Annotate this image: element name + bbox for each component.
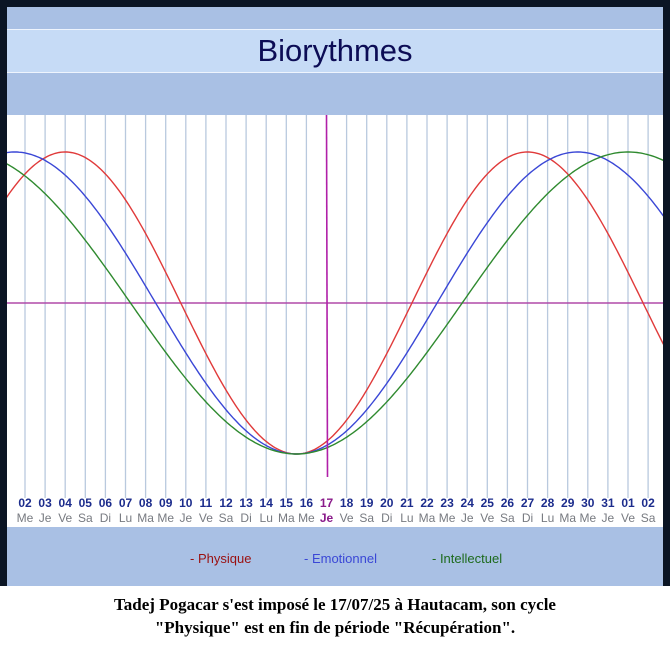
x-tick-day: 16 [300,496,314,510]
x-tick-day: 03 [38,496,52,510]
legend: - Physique - Emotionnel - Intellectuel [7,551,663,571]
x-tick-day: 24 [461,496,475,510]
x-tick-day: 02 [18,496,32,510]
x-tick-weekday: Me [439,511,456,525]
x-tick-weekday: Lu [400,511,413,525]
x-tick-day: 06 [99,496,113,510]
x-tick-day: 21 [400,496,414,510]
x-tick-day: 12 [219,496,233,510]
x-tick-day: 20 [380,496,394,510]
today-marker [325,114,329,478]
x-tick-weekday: Sa [641,511,656,525]
chart-title: Biorythmes [257,33,413,68]
x-tick-day: 30 [581,496,595,510]
x-tick-weekday: Je [461,511,474,525]
x-tick-day: 27 [521,496,535,510]
x-tick-weekday: Ma [419,511,436,525]
chart-panel: Biorythmes 02 Me 03 Je 04 Ve 05 Sa 06 Di 07 Lu 08 Ma 0… [0,7,670,586]
x-tick-weekday: Ma [559,511,576,525]
x-tick-weekday: Je [179,511,192,525]
x-tick-weekday: Je [320,511,334,525]
series-line-emotionnel [0,151,670,455]
x-tick-weekday: Je [39,511,52,525]
x-tick-weekday: Di [522,511,533,525]
title-bar: Biorythmes [7,29,663,73]
x-tick-weekday: Sa [219,511,234,525]
x-tick-weekday: Ve [58,511,72,525]
legend-emotionnel: - Emotionnel [304,551,377,566]
x-tick-weekday: Ve [199,511,213,525]
series-line-intellectuel [0,151,670,455]
x-tick-day: 01 [621,496,635,510]
x-tick-weekday: Me [579,511,596,525]
legend-intellectuel: - Intellectuel [432,551,503,566]
x-tick-day: 02 [641,496,655,510]
x-tick-weekday: Lu [260,511,273,525]
series-line-physique [0,151,670,455]
x-tick-day: 25 [481,496,495,510]
x-tick-weekday: Ve [621,511,635,525]
x-tick-weekday: Sa [500,511,515,525]
x-tick-day: 17 [320,496,334,510]
x-tick-day: 19 [360,496,374,510]
caption-line-1: Tadej Pogacar s'est imposé le 17/07/25 à… [114,595,556,614]
x-tick-weekday: Lu [119,511,132,525]
plot-area: 02 Me 03 Je 04 Ve 05 Sa 06 Di 07 Lu 08 Ma 09 Me 10 Je 11 Ve… [0,114,670,527]
x-tick-weekday: Ve [340,511,354,525]
legend-physique: - Physique [190,551,252,566]
x-tick-day: 05 [79,496,93,510]
x-tick-weekday: Sa [359,511,374,525]
caption-line-2: "Physique" est en fin de période "Récupé… [154,618,516,637]
x-tick-day: 07 [119,496,133,510]
x-tick-weekday: Lu [541,511,554,525]
x-tick-day: 15 [280,496,294,510]
x-tick-weekday: Sa [78,511,93,525]
chart-frame: Biorythmes 02 Me 03 Je 04 Ve 05 Sa 06 Di 07 Lu 08 Ma 0… [0,0,670,586]
caption: Tadej Pogacar s'est imposé le 17/07/25 à… [0,593,670,639]
x-tick-day: 31 [601,496,615,510]
x-tick-weekday: Me [157,511,174,525]
x-tick-day: 29 [561,496,575,510]
x-tick-day: 08 [139,496,153,510]
x-tick-weekday: Di [100,511,111,525]
x-tick-day: 28 [541,496,555,510]
x-tick-weekday: Di [381,511,392,525]
x-tick-weekday: Ma [278,511,295,525]
x-tick-day: 10 [179,496,193,510]
biorhythm-chart: 02Me03Je04Ve05Sa06Di07Lu08Ma09Me10Je11Ve… [0,114,670,525]
x-tick-day: 26 [501,496,515,510]
x-tick-weekday: Di [240,511,251,525]
x-tick-weekday: Me [298,511,315,525]
x-tick-day: 14 [260,496,274,510]
x-tick-day: 09 [159,496,173,510]
x-tick-day: 23 [440,496,454,510]
x-tick-day: 22 [420,496,434,510]
x-tick-day: 04 [59,496,73,510]
x-tick-day: 18 [340,496,354,510]
x-tick-weekday: Me [17,511,34,525]
x-tick-day: 11 [200,496,213,510]
x-tick-weekday: Je [602,511,615,525]
x-tick-day: 13 [239,496,253,510]
x-tick-weekday: Ma [137,511,154,525]
x-tick-weekday: Ve [480,511,494,525]
